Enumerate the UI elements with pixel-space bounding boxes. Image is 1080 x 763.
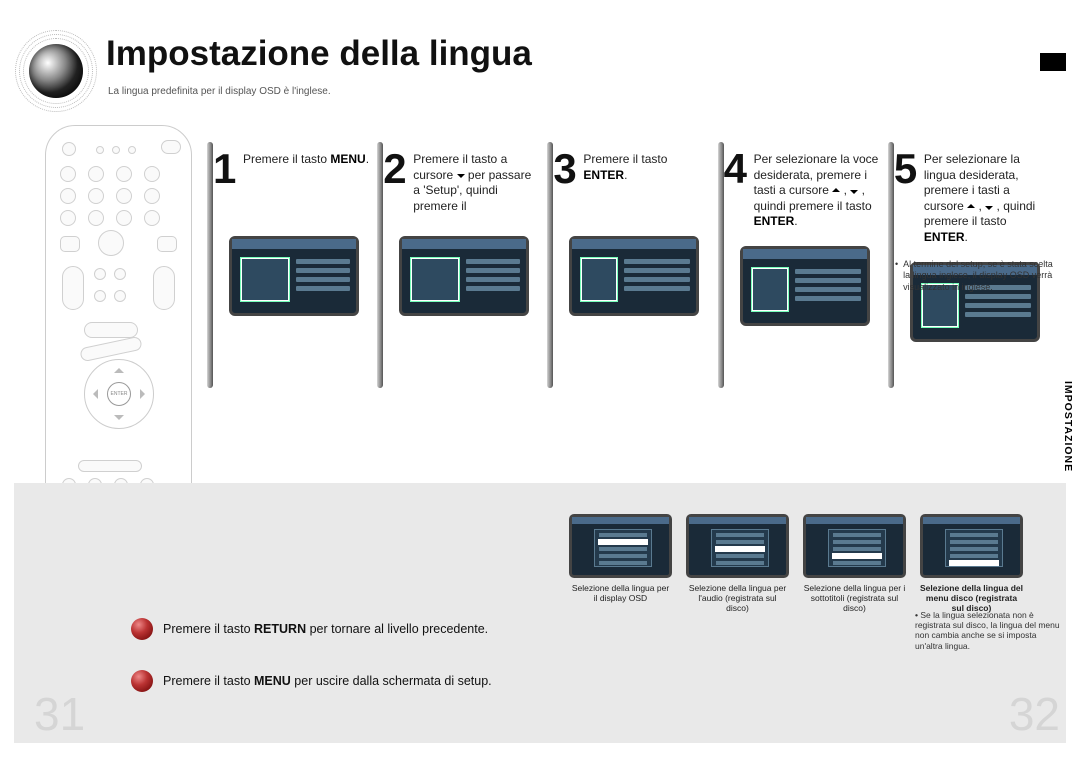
step-3: 3 Premere il tasto ENTER. bbox=[553, 148, 709, 342]
screen-caption: Selezione della lingua per l'audio (regi… bbox=[686, 583, 789, 614]
step-5: 5 Per selezionare la lingua desiderata, … bbox=[894, 148, 1050, 342]
page-number-right: 32 bbox=[1009, 687, 1060, 741]
step-text: Premere il tasto a cursore per passare a… bbox=[413, 148, 539, 220]
step-bar bbox=[888, 142, 894, 388]
page-subtitle: La lingua predefinita per il display OSD… bbox=[108, 86, 331, 97]
screen-caption: Selezione della lingua per i sottotitoli… bbox=[803, 583, 906, 614]
bullet-icon bbox=[131, 618, 153, 640]
step-number: 2 bbox=[383, 148, 413, 190]
screen-thumb bbox=[803, 514, 906, 578]
step-1: 1 Premere il tasto MENU. bbox=[213, 148, 369, 342]
step-number: 1 bbox=[213, 148, 243, 190]
screen-thumb bbox=[569, 514, 672, 578]
instruction-return: Premere il tasto RETURN per tornare al l… bbox=[131, 618, 488, 640]
screen-caption: Selezione della lingua del menu disco (r… bbox=[920, 583, 1023, 614]
steps-row: 1 Premere il tasto MENU. 2 Premere il ta… bbox=[213, 148, 1050, 342]
side-tab: IMPOSTAZIONE bbox=[1062, 381, 1074, 472]
step-2: 2 Premere il tasto a cursore per passare… bbox=[383, 148, 539, 342]
step-4: 4 Per selezionare la voce desiderata, pr… bbox=[724, 148, 880, 342]
step-screen bbox=[229, 236, 359, 316]
screen-thumb bbox=[920, 514, 1023, 578]
bottom-screen-1: Selezione della lingua per il display OS… bbox=[569, 514, 672, 614]
step-text: Premere il tasto ENTER. bbox=[583, 148, 709, 220]
step-text: Per selezionare la lingua desiderata, pr… bbox=[924, 148, 1050, 246]
black-tab bbox=[1040, 53, 1066, 71]
note-right-text: Al termine del setup, se è stata scelta … bbox=[895, 259, 1060, 293]
bottom-screen-3: Selezione della lingua per i sottotitoli… bbox=[803, 514, 906, 614]
step-bar bbox=[207, 142, 213, 388]
step-bar bbox=[377, 142, 383, 388]
step-number: 4 bbox=[724, 148, 754, 190]
step-screen bbox=[740, 246, 870, 326]
step-number: 5 bbox=[894, 148, 924, 190]
step-number: 3 bbox=[553, 148, 583, 190]
remote-dpad: ENTER bbox=[84, 359, 154, 429]
note-right: Al termine del setup, se è stata scelta … bbox=[895, 259, 1060, 293]
remote-enter-label: ENTER bbox=[107, 382, 131, 406]
instruction-text: Premere il tasto MENU per uscire dalla s… bbox=[163, 674, 492, 688]
bottom-screen-2: Selezione della lingua per l'audio (regi… bbox=[686, 514, 789, 614]
speaker-graphic bbox=[15, 30, 97, 112]
page-number-left: 31 bbox=[34, 687, 85, 741]
footnote-bottom-right: Se la lingua selezionata non è registrat… bbox=[915, 610, 1060, 651]
instruction-text: Premere il tasto RETURN per tornare al l… bbox=[163, 622, 488, 636]
step-screen bbox=[569, 236, 699, 316]
screen-caption: Selezione della lingua per il display OS… bbox=[569, 583, 672, 603]
step-bar bbox=[547, 142, 553, 388]
step-text: Per selezionare la voce desiderata, prem… bbox=[754, 148, 880, 230]
instruction-menu: Premere il tasto MENU per uscire dalla s… bbox=[131, 670, 492, 692]
step-bar bbox=[718, 142, 724, 388]
bottom-screens-row: Selezione della lingua per il display OS… bbox=[569, 514, 1023, 614]
step-screen bbox=[399, 236, 529, 316]
step-text: Premere il tasto MENU. bbox=[243, 148, 369, 220]
bullet-icon bbox=[131, 670, 153, 692]
screen-thumb bbox=[686, 514, 789, 578]
bottom-screen-4: Selezione della lingua del menu disco (r… bbox=[920, 514, 1023, 614]
page-title: Impostazione della lingua bbox=[106, 34, 532, 74]
